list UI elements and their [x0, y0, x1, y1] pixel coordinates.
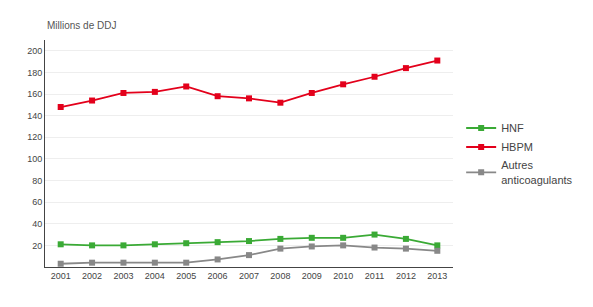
svg-text:40: 40	[32, 219, 42, 229]
svg-text:2002: 2002	[82, 271, 102, 281]
svg-text:2008: 2008	[270, 271, 290, 281]
svg-text:20: 20	[32, 241, 42, 251]
svg-text:120: 120	[27, 132, 42, 142]
svg-text:2004: 2004	[145, 271, 165, 281]
svg-text:HBPM: HBPM	[501, 141, 533, 153]
svg-text:2012: 2012	[396, 271, 416, 281]
svg-text:2010: 2010	[333, 271, 353, 281]
svg-text:60: 60	[32, 197, 42, 207]
svg-text:2005: 2005	[176, 271, 196, 281]
svg-text:80: 80	[32, 176, 42, 186]
svg-text:2013: 2013	[427, 271, 447, 281]
svg-text:160: 160	[27, 89, 42, 99]
svg-text:HNF: HNF	[501, 122, 524, 134]
svg-text:Autresanticoagulants: Autresanticoagulants	[501, 159, 572, 185]
svg-text:200: 200	[27, 46, 42, 56]
svg-text:180: 180	[27, 68, 42, 78]
svg-text:140: 140	[27, 111, 42, 121]
svg-text:2009: 2009	[302, 271, 322, 281]
svg-text:2011: 2011	[365, 271, 384, 281]
svg-text:Millions de DDJ: Millions de DDJ	[47, 20, 116, 31]
svg-text:2003: 2003	[113, 271, 133, 281]
svg-text:100: 100	[27, 154, 42, 164]
svg-text:2001: 2001	[51, 271, 71, 281]
svg-text:2007: 2007	[239, 271, 259, 281]
svg-text:2006: 2006	[208, 271, 228, 281]
